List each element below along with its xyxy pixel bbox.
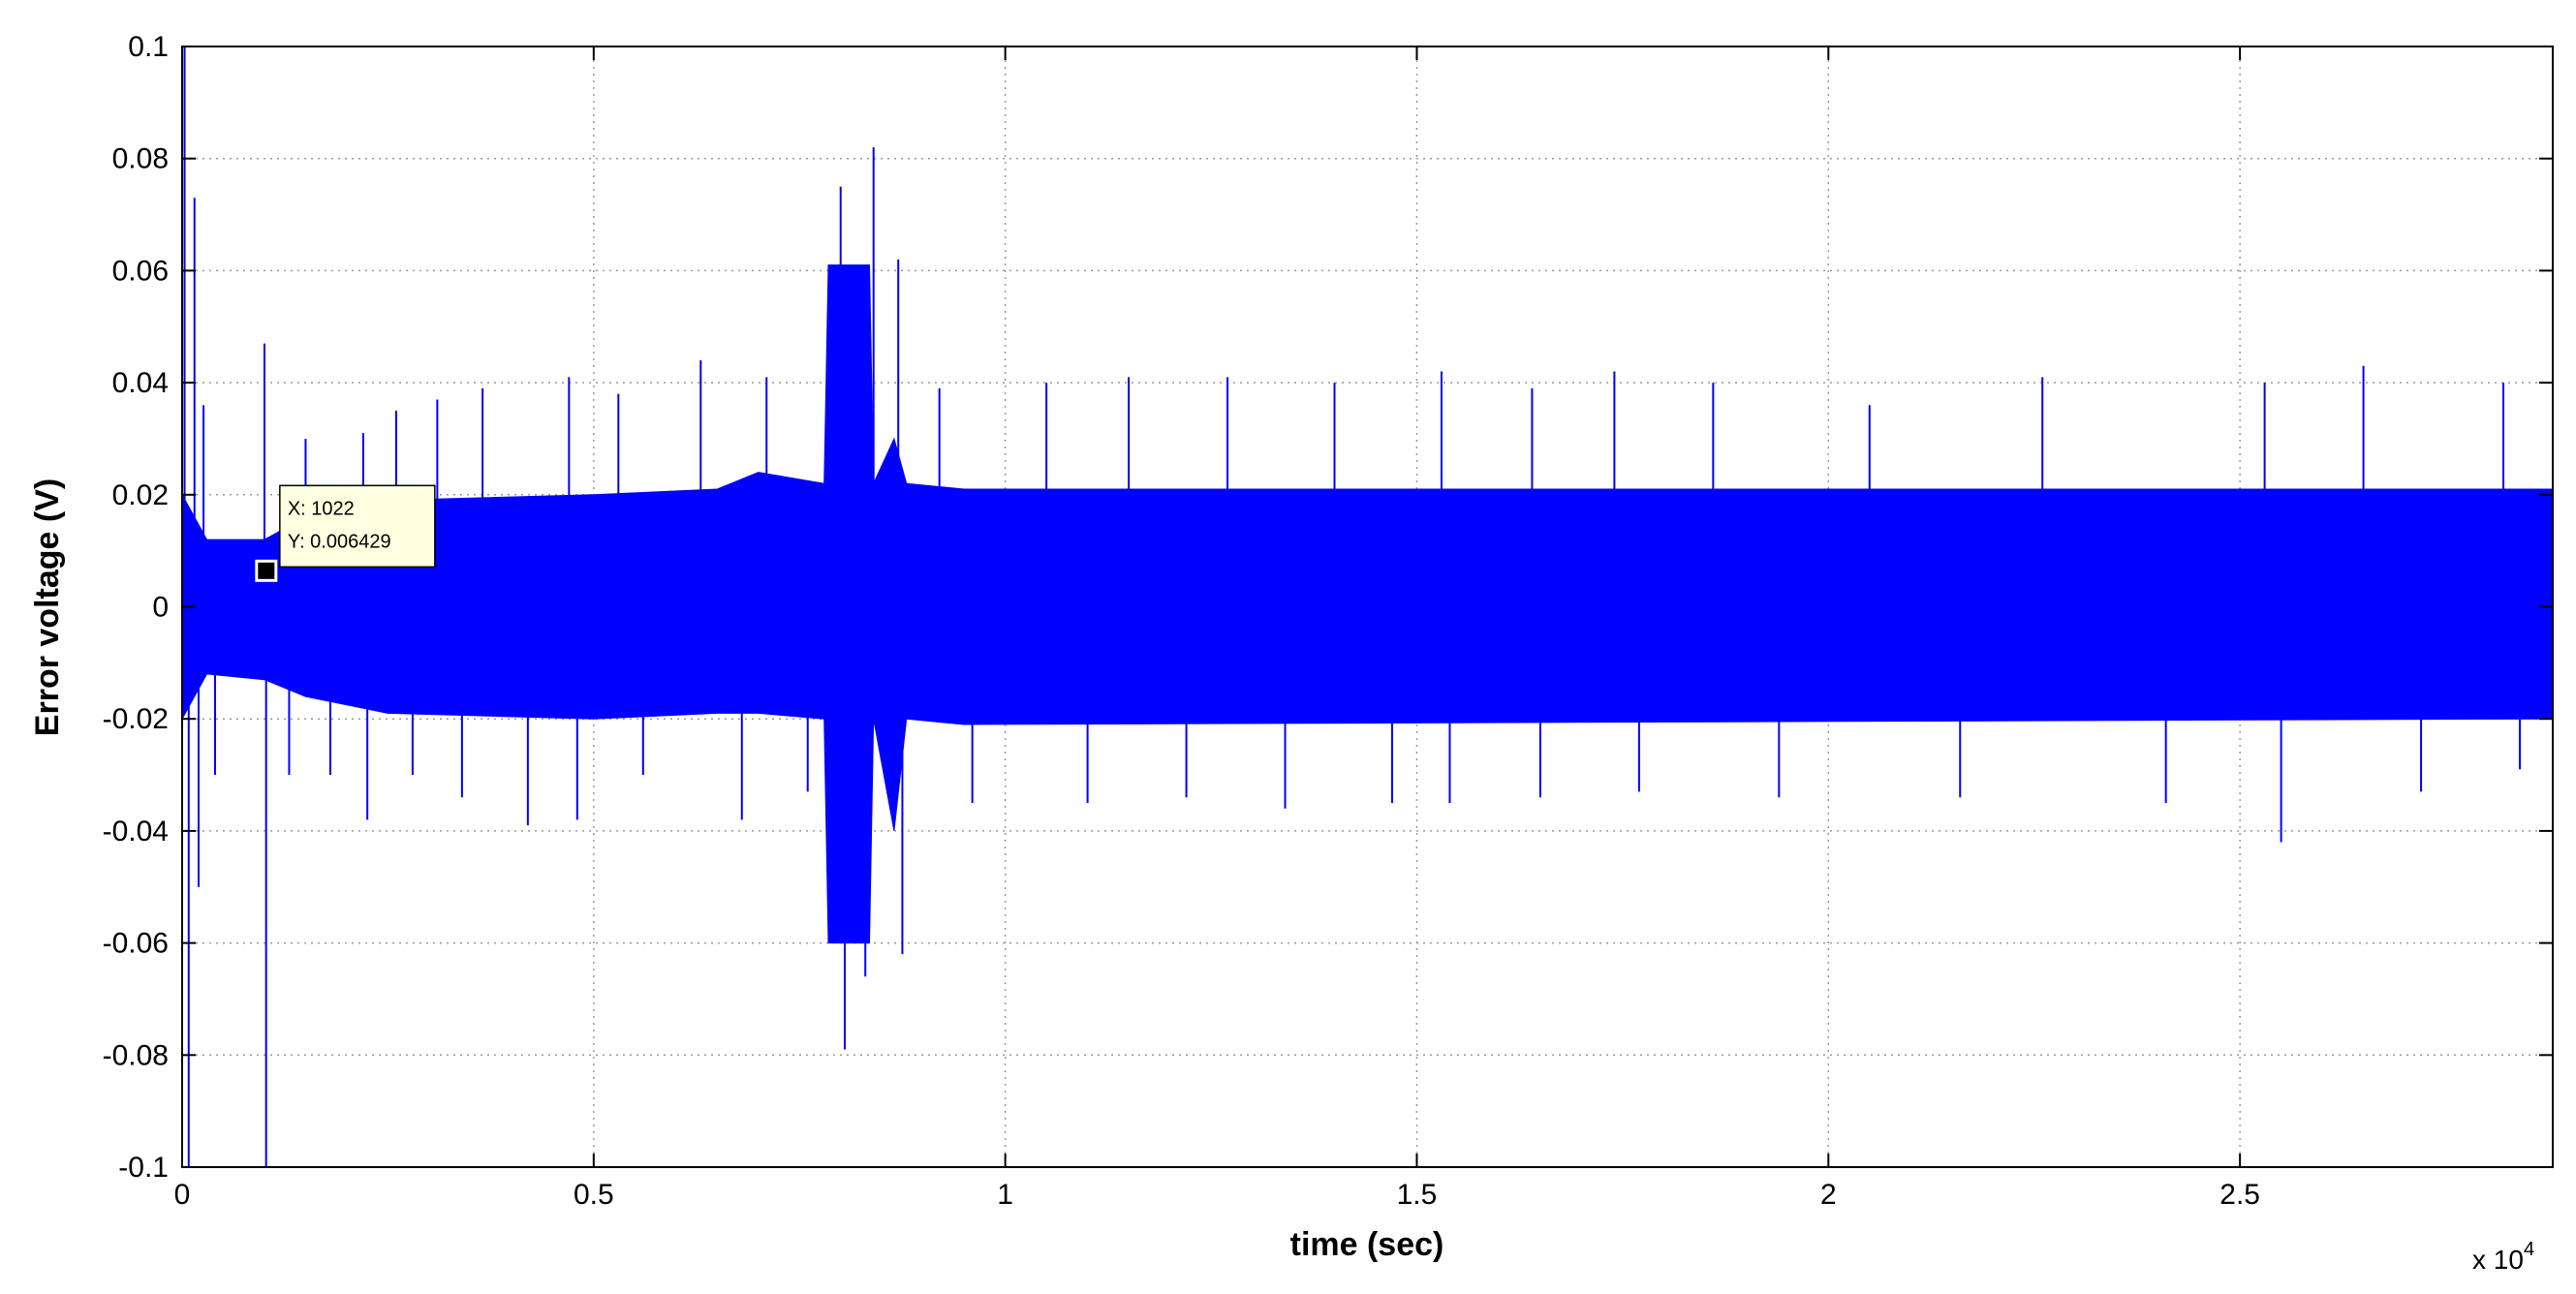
x-exponent-label: x 104 [2472, 1239, 2534, 1275]
y-tick-label: -0.06 [103, 928, 169, 960]
datatip-y-text: Y: 0.006429 [288, 531, 391, 552]
x-tick-label: 2.5 [2219, 1179, 2260, 1211]
x-tick-label: 1 [997, 1179, 1013, 1211]
x-tick-label: 1.5 [1397, 1179, 1438, 1211]
y-tick-label: -0.02 [103, 703, 169, 735]
y-axis-label: Error voltage (V) [29, 478, 66, 736]
x-axis-label: time (sec) [1290, 1226, 1444, 1263]
x-exponent-prefix: x 10 [2472, 1245, 2524, 1275]
y-tick-label: 0.04 [112, 367, 169, 399]
y-tick-label: 0.1 [128, 31, 169, 63]
y-tick-label: 0.08 [112, 143, 169, 175]
y-tick-label: -0.1 [118, 1152, 169, 1184]
axis-ticks: 0 0.5 1 1.5 2 2.5 -0.1 -0.08 -0.06 -0.04 -0.02 0 0.0… [103, 31, 2553, 1211]
datatip-x-text: X: 1022 [288, 498, 355, 519]
y-tick-label: 0.06 [112, 255, 169, 287]
y-tick-label: -0.08 [103, 1039, 169, 1071]
signal-series [181, 46, 2554, 1167]
datatip[interactable]: X: 1022 Y: 0.006429 [255, 484, 436, 582]
x-tick-label: 0 [174, 1179, 191, 1211]
y-tick-label: -0.04 [103, 816, 169, 847]
datatip-marker[interactable] [255, 559, 278, 582]
y-tick-label: 0 [152, 592, 169, 624]
x-tick-label: 0.5 [574, 1179, 614, 1211]
datatip-box [279, 484, 436, 569]
x-exponent-power: 4 [2524, 1239, 2534, 1260]
y-tick-label: 0.02 [112, 479, 169, 511]
x-tick-label: 2 [1820, 1179, 1837, 1211]
